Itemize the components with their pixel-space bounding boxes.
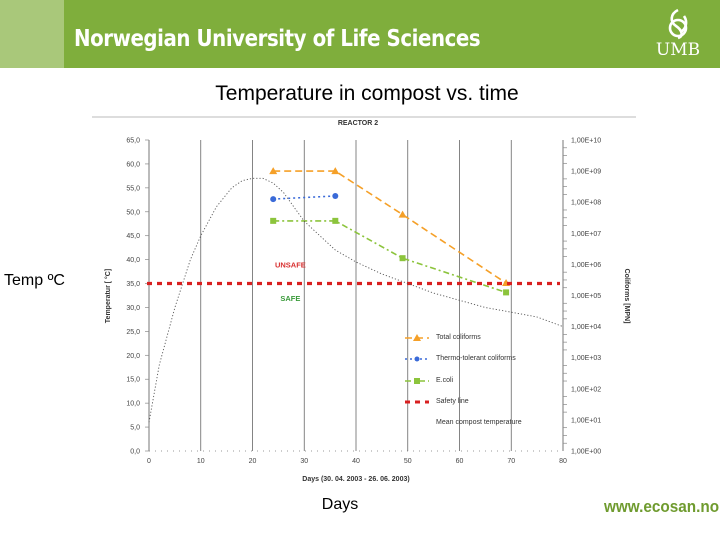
x-tick-label: 40 bbox=[352, 458, 360, 465]
y-tick-label: 5,0 bbox=[130, 425, 140, 432]
header-banner: Norwegian University of Life Sciences UM… bbox=[0, 0, 720, 68]
y-right-tick-label: 1,00E+10 bbox=[571, 138, 601, 145]
slide-x-axis-label: Days bbox=[321, 496, 359, 513]
y-tick-label: 45,0 bbox=[126, 233, 140, 240]
data-point-marker bbox=[398, 210, 407, 218]
chart-annotation: SAFE bbox=[280, 294, 300, 303]
chart-y-right-axis-title: Coliforms [MPN] bbox=[623, 269, 630, 324]
series-line bbox=[273, 195, 336, 200]
y-right-tick-label: 1,00E+05 bbox=[571, 293, 601, 300]
x-tick-label: 80 bbox=[559, 458, 567, 465]
legend-swatch bbox=[405, 356, 429, 362]
legend-label: E.coli bbox=[436, 376, 454, 384]
y-right-tick-label: 1,00E+02 bbox=[571, 386, 601, 393]
x-tick-label: 60 bbox=[456, 458, 464, 465]
logo-emblem-icon bbox=[668, 8, 688, 40]
y-right-tick-label: 1,00E+00 bbox=[571, 449, 601, 456]
legend-swatch-marker bbox=[414, 377, 420, 384]
legend-swatch bbox=[404, 418, 430, 428]
y-tick-label: 10,0 bbox=[126, 401, 140, 408]
data-point-marker bbox=[331, 167, 340, 175]
legend-label: Total coliforms bbox=[436, 334, 481, 341]
y-tick-label: 40,0 bbox=[126, 257, 140, 264]
series-line bbox=[148, 177, 564, 423]
y-right-tick-label: 1,00E+06 bbox=[571, 262, 601, 269]
series-line bbox=[273, 220, 507, 294]
x-tick-label: 0 bbox=[147, 458, 151, 465]
y-right-tick-label: 1,00E+04 bbox=[571, 324, 601, 331]
legend-swatch-marker bbox=[414, 356, 420, 362]
chart-annotation: UNSAFE bbox=[275, 260, 306, 269]
logo-text: UMB bbox=[655, 40, 701, 60]
y-tick-label: 25,0 bbox=[126, 329, 140, 336]
y-tick-label: 50,0 bbox=[126, 209, 140, 216]
y-tick-label: 55,0 bbox=[126, 185, 140, 192]
legend-label: Mean compost temperature bbox=[436, 419, 522, 427]
x-tick-label: 70 bbox=[507, 458, 515, 465]
legend-swatch-marker bbox=[413, 334, 421, 341]
slide-y-axis-label: Temp ºC bbox=[4, 272, 65, 289]
chart-title: REACTOR 2 bbox=[338, 120, 378, 127]
y-tick-label: 20,0 bbox=[126, 353, 140, 360]
data-point-marker bbox=[270, 217, 277, 224]
header-accent-block bbox=[0, 0, 64, 68]
data-point-marker bbox=[332, 217, 339, 224]
header-title: Norwegian University of Life Sciences bbox=[74, 26, 481, 52]
data-point-marker bbox=[332, 192, 339, 199]
y-right-tick-label: 1,00E+08 bbox=[571, 200, 601, 207]
legend-label: Thermo-tolerant coliforms bbox=[436, 355, 516, 363]
footer-url: www.ecosan.no bbox=[604, 497, 720, 516]
data-point-marker bbox=[503, 289, 510, 296]
y-right-tick-label: 1,00E+03 bbox=[571, 355, 601, 362]
x-tick-label: 20 bbox=[249, 458, 257, 465]
y-right-tick-label: 1,00E+07 bbox=[571, 231, 601, 238]
y-right-tick-label: 1,00E+01 bbox=[571, 417, 601, 424]
data-point-marker bbox=[399, 255, 406, 262]
slide-title: Temperature in compost vs. time bbox=[215, 82, 519, 105]
y-right-tick-label: 1,00E+09 bbox=[571, 169, 601, 176]
legend-swatch bbox=[405, 334, 429, 341]
series-line bbox=[273, 170, 507, 284]
x-tick-label: 30 bbox=[300, 458, 308, 465]
y-tick-label: 65,0 bbox=[126, 138, 140, 145]
data-point-marker bbox=[269, 167, 278, 175]
x-tick-label: 10 bbox=[197, 458, 205, 465]
y-tick-label: 60,0 bbox=[126, 161, 140, 168]
chart-y-axis-title: Temperatur [ °C] bbox=[104, 269, 112, 323]
university-logo: UMB bbox=[648, 6, 708, 64]
y-tick-label: 30,0 bbox=[126, 305, 140, 312]
y-tick-label: 15,0 bbox=[126, 377, 140, 384]
chart-x-axis-title: Days (30. 04. 2003 - 26. 06. 2003) bbox=[302, 476, 409, 483]
legend-swatch bbox=[405, 377, 429, 384]
y-tick-label: 35,0 bbox=[126, 281, 140, 288]
y-tick-label: 0,0 bbox=[130, 449, 140, 456]
legend-swatch bbox=[405, 400, 429, 404]
legend-label: Safety line bbox=[436, 397, 469, 405]
x-tick-label: 50 bbox=[404, 458, 412, 465]
data-point-marker bbox=[270, 196, 277, 203]
